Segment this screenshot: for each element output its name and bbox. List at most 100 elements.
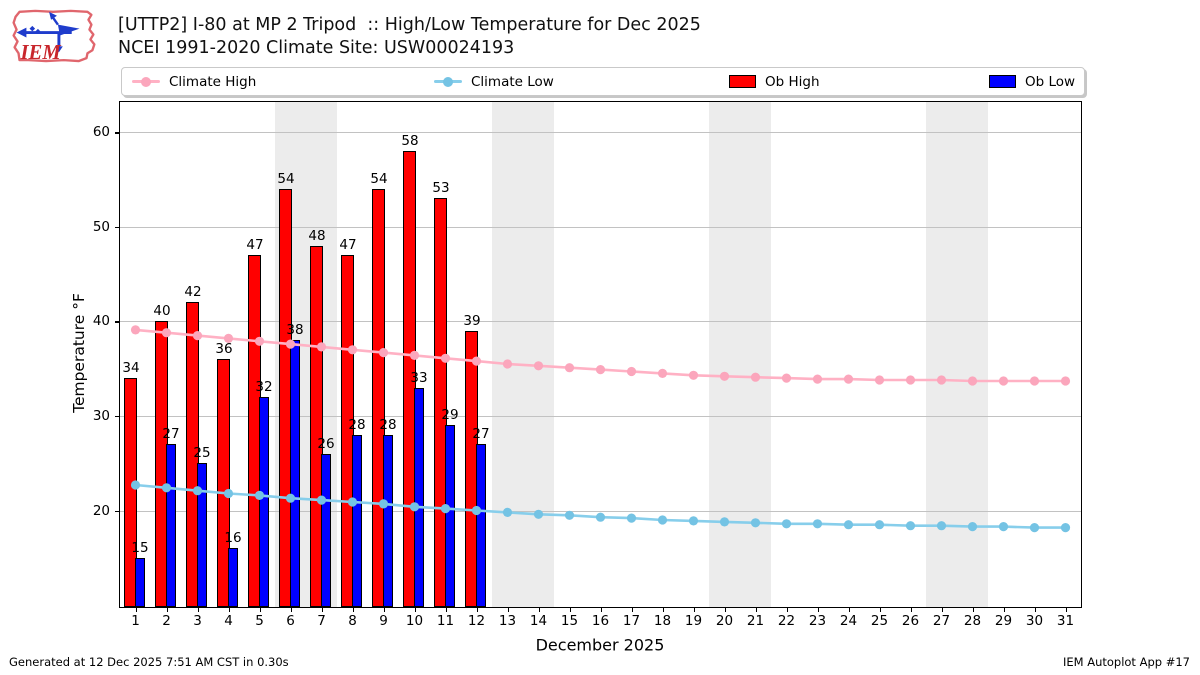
x-tick-mark (1034, 608, 1036, 612)
y-tick-label: 30 (92, 407, 110, 424)
y-tick-mark (115, 415, 119, 418)
x-tick-label: 1 (131, 613, 140, 629)
climate-high-marker-icon (141, 76, 151, 87)
ob-low-value: 29 (441, 407, 459, 424)
climate-high-marker (998, 376, 1009, 386)
x-tick-label: 10 (405, 613, 424, 629)
x-tick-label: 25 (870, 613, 889, 629)
ob-low-bar (227, 548, 238, 607)
x-tick-label: 8 (348, 613, 357, 629)
x-tick-label: 15 (560, 613, 579, 629)
y-tick-mark (115, 321, 119, 323)
x-tick-mark (662, 608, 664, 612)
x-tick-label: 30 (1025, 613, 1044, 629)
ob-low-bar (413, 387, 424, 607)
x-tick-mark (538, 608, 540, 612)
title-block: [UTTP2] I-80 at MP 2 Tripod :: High/Low … (118, 14, 701, 60)
gridline (120, 226, 1081, 228)
climate-low-marker (688, 516, 699, 526)
x-tick-mark (569, 608, 571, 612)
x-tick-label: 17 (622, 613, 641, 629)
ob-low-bar (351, 434, 362, 607)
ob-high-value: 53 (432, 180, 450, 197)
climate-high-line-swatch (132, 76, 160, 87)
ob-high-value: 58 (401, 133, 419, 150)
climate-low-marker (998, 522, 1009, 532)
climate-high-marker (595, 365, 606, 375)
climate-high-marker (564, 363, 575, 373)
generated-timestamp: Generated at 12 Dec 2025 7:51 AM CST in … (9, 655, 289, 669)
x-tick-mark (321, 608, 323, 612)
climate-low-marker (626, 513, 637, 523)
climate-high-marker (812, 374, 823, 384)
iem-logo-text: IEM (20, 42, 62, 64)
ob-low-bar (258, 397, 269, 607)
ob-high-value: 54 (277, 171, 295, 187)
legend-item-ob-low: Ob Low (989, 68, 1075, 95)
legend-item-climate-high: Climate High (132, 68, 256, 95)
x-tick-label: 29 (994, 613, 1013, 629)
legend-item-climate-low: Climate Low (434, 68, 554, 95)
y-tick-mark (115, 132, 119, 134)
x-tick-mark (724, 608, 726, 612)
ob-low-value: 28 (379, 416, 397, 433)
climate-high-marker (130, 325, 141, 335)
climate-high-marker (874, 375, 885, 385)
ob-low-value: 27 (162, 426, 180, 443)
climate-low-marker (781, 519, 792, 529)
climate-low-marker (1060, 523, 1071, 533)
climate-low-marker (564, 510, 575, 520)
x-tick-mark (197, 608, 199, 612)
x-tick-label: 31 (1056, 613, 1075, 629)
y-tick-mark (115, 510, 119, 512)
x-tick-label: 20 (715, 613, 734, 629)
legend-item-ob-high: Ob High (729, 68, 820, 95)
x-tick-label: 4 (224, 613, 233, 629)
x-tick-label: 21 (746, 613, 765, 629)
y-tick-mark (115, 226, 119, 229)
climate-high-marker (1029, 376, 1040, 386)
x-tick-mark (290, 608, 292, 612)
y-tick-label: 60 (92, 124, 110, 141)
x-tick-label: 5 (255, 613, 264, 629)
ob-high-value: 40 (153, 303, 171, 320)
x-tick-mark (848, 608, 850, 612)
ob-low-bar (134, 557, 145, 607)
climate-low-marker (1029, 523, 1040, 533)
x-tick-mark (755, 608, 757, 612)
ob-low-value: 38 (286, 322, 304, 339)
chart-title: [UTTP2] I-80 at MP 2 Tripod :: High/Low … (118, 15, 701, 35)
x-tick-mark (507, 608, 509, 612)
chart-subtitle: NCEI 1991-2020 Climate Site: USW00024193 (118, 38, 515, 58)
x-tick-mark (631, 608, 633, 612)
x-tick-mark (259, 608, 261, 612)
iowa-outline (12, 9, 96, 63)
x-tick-mark (786, 608, 788, 612)
iem-logo: IEM (12, 9, 96, 64)
ob-low-value: 32 (255, 379, 273, 396)
ob-low-bar (475, 444, 486, 607)
ob-low-value: 28 (348, 416, 366, 433)
climate-low-marker (595, 512, 606, 522)
x-tick-label: 11 (436, 613, 455, 629)
x-tick-label: 28 (963, 613, 982, 629)
app-credit: IEM Autoplot App #17 (1062, 655, 1190, 669)
x-tick-label: 14 (529, 613, 548, 629)
x-tick-mark (941, 608, 943, 612)
climate-high-marker (688, 370, 699, 380)
legend-label: Ob High (765, 73, 820, 90)
ob-low-value: 33 (410, 369, 428, 386)
weekend-band (926, 102, 988, 607)
climate-low-marker (657, 515, 668, 525)
weather-vane-icon (16, 11, 80, 53)
climate-high-marker (781, 373, 792, 383)
x-tick-mark (879, 608, 881, 612)
x-tick-label: 6 (286, 613, 295, 629)
legend-label: Climate High (169, 73, 257, 90)
x-tick-mark (693, 608, 695, 612)
climate-high-marker (843, 374, 854, 384)
x-tick-mark (352, 608, 354, 612)
climate-low-marker (874, 520, 885, 530)
climate-high-marker (905, 375, 916, 385)
